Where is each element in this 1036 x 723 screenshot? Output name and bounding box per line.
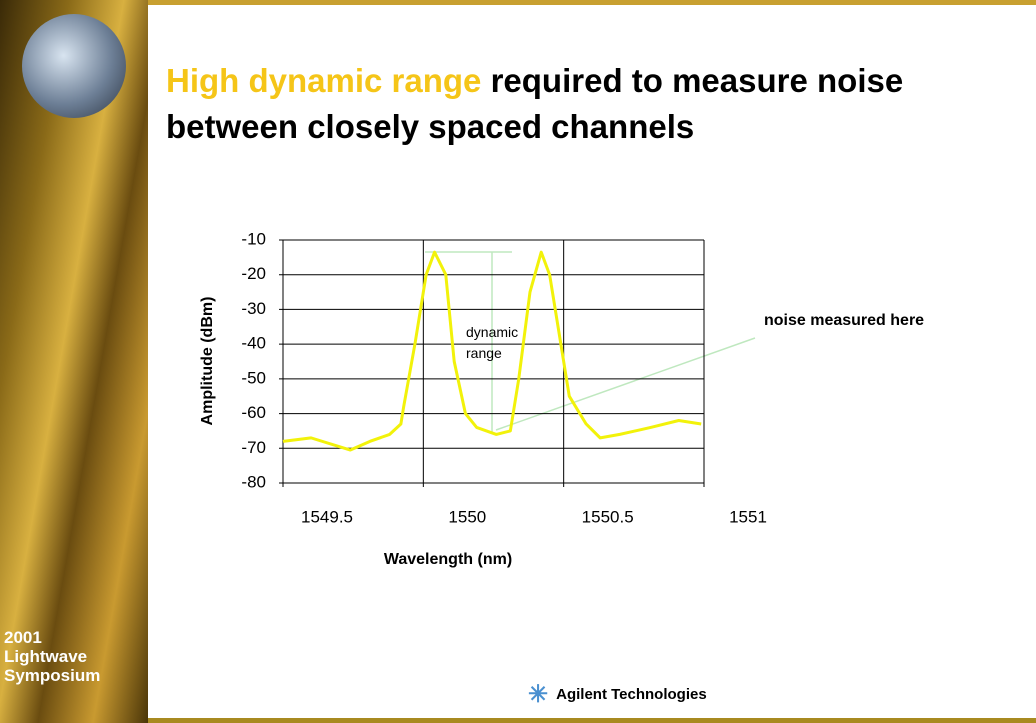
x-axis-title: Wavelength (nm) <box>384 551 512 568</box>
annotation: noise measured here <box>764 308 934 333</box>
y-axis-title: Amplitude (dBm) <box>199 297 216 426</box>
slide: 2001LightwaveSymposium High dynamic rang… <box>0 0 1036 723</box>
y-tick-label: -50 <box>241 368 266 387</box>
logo-mark: ✳ <box>528 681 548 708</box>
y-tick-label: -70 <box>241 438 266 457</box>
y-tick-label: -10 <box>241 229 266 248</box>
annotation: dynamic range <box>466 322 536 364</box>
y-tick-label: -80 <box>241 472 266 491</box>
logo-text: Agilent Technologies <box>556 686 707 703</box>
y-tick-label: -60 <box>241 403 266 422</box>
x-tick-label: 1549.5 <box>301 507 353 526</box>
y-tick-label: -20 <box>241 264 266 283</box>
x-tick-label: 1550.5 <box>582 507 634 526</box>
y-tick-label: -40 <box>241 334 266 353</box>
x-tick-label: 1550 <box>448 507 486 526</box>
logo: ✳ Agilent Technologies <box>528 680 707 709</box>
x-tick-label: 1551 <box>729 507 767 526</box>
y-tick-label: -30 <box>241 299 266 318</box>
